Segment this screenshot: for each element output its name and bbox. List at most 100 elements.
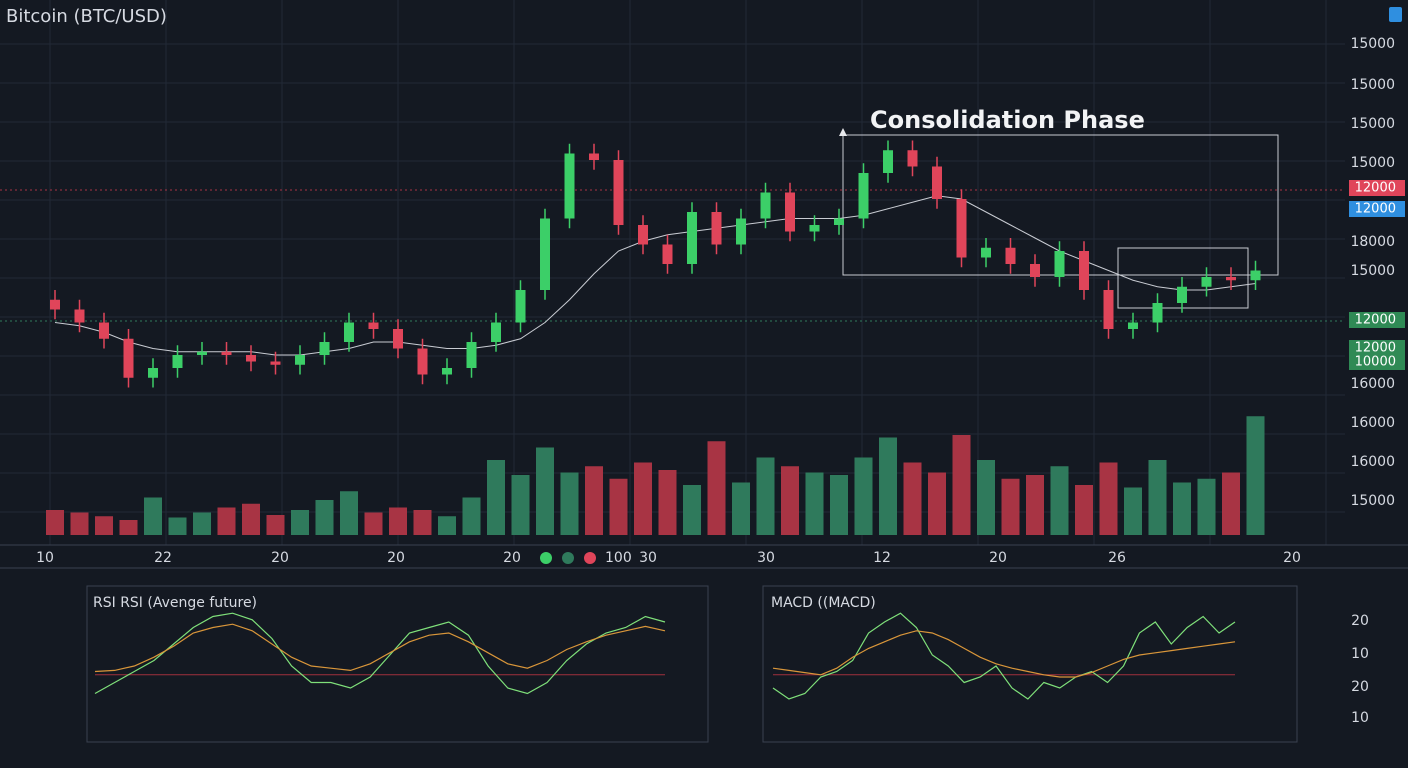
price-badge-label: 12000 bbox=[1355, 181, 1396, 196]
legend-dot bbox=[584, 552, 596, 564]
volume-bar bbox=[977, 460, 995, 535]
candle-body bbox=[1250, 270, 1261, 281]
candle-body bbox=[344, 322, 354, 342]
volume-bar bbox=[511, 475, 530, 535]
macd-panel bbox=[762, 585, 1298, 743]
volume-bar bbox=[707, 441, 726, 535]
candle-body bbox=[1201, 277, 1212, 287]
candle-body bbox=[540, 218, 550, 290]
candle-body bbox=[564, 153, 575, 219]
candle-body bbox=[1177, 286, 1187, 303]
candle-body bbox=[1054, 251, 1065, 277]
candle-body bbox=[491, 322, 501, 342]
moving-average bbox=[54, 195, 1256, 356]
candle-body bbox=[589, 153, 599, 160]
candle-body bbox=[74, 309, 85, 323]
volume-bar bbox=[781, 466, 799, 535]
candle-body bbox=[736, 218, 746, 245]
panel-title: MACD ((MACD) bbox=[771, 595, 876, 611]
volume-bar bbox=[438, 516, 456, 535]
indicator-line bbox=[772, 630, 1236, 678]
candle-body bbox=[50, 299, 60, 310]
volume-bar bbox=[462, 497, 481, 535]
candle-body bbox=[711, 212, 722, 245]
candle-body bbox=[515, 290, 526, 323]
volume-bar bbox=[389, 507, 407, 535]
time-axis-label: 20 bbox=[387, 550, 405, 566]
volume-bar bbox=[1026, 475, 1044, 535]
time-axis-label: 30 bbox=[639, 550, 657, 566]
volume-bar bbox=[1173, 482, 1191, 535]
price-axis-label: 18000 bbox=[1350, 234, 1395, 250]
candle-body bbox=[956, 199, 967, 258]
annotation: Consolidation Phase bbox=[870, 106, 1145, 134]
candle-body bbox=[858, 173, 869, 219]
volume-bar bbox=[217, 507, 236, 535]
volume-bar bbox=[242, 503, 260, 535]
candle-body bbox=[1005, 247, 1016, 264]
candle-body bbox=[246, 355, 256, 362]
price-badge-label: 12000 bbox=[1355, 313, 1396, 328]
volume-bar bbox=[1001, 478, 1020, 535]
volume-bar bbox=[1050, 466, 1069, 535]
price-axis-label: 15000 bbox=[1350, 36, 1395, 52]
price-badge bbox=[1349, 312, 1405, 328]
time-axis-label: 30 bbox=[757, 550, 775, 566]
candle-body bbox=[319, 342, 330, 355]
candle-body bbox=[466, 342, 477, 368]
time-axis-label: 20 bbox=[1283, 550, 1301, 566]
price-badge bbox=[1349, 201, 1405, 217]
volume-bar bbox=[168, 517, 187, 535]
volume-bar bbox=[95, 516, 113, 535]
indicator-axis-label: 20 bbox=[1351, 679, 1369, 695]
volume-bar bbox=[119, 520, 138, 535]
candle-body bbox=[1103, 290, 1114, 329]
candle-body bbox=[197, 351, 207, 355]
price-axis-label: 15000 bbox=[1350, 155, 1395, 171]
candle-body bbox=[1079, 251, 1089, 290]
volume-bar bbox=[1222, 472, 1240, 535]
time-axis-label: 22 bbox=[154, 550, 172, 566]
candle-body bbox=[834, 218, 844, 225]
volume-bar bbox=[1124, 487, 1142, 535]
volume-bar bbox=[340, 491, 358, 535]
indicator-axis-label: 20 bbox=[1351, 613, 1369, 629]
time-axis-label: 20 bbox=[989, 550, 1007, 566]
price-axis-label: 15000 bbox=[1350, 493, 1395, 509]
settings-icon[interactable] bbox=[1389, 7, 1402, 22]
volume-bar bbox=[879, 437, 897, 535]
volume-bar bbox=[903, 462, 922, 535]
volume-bar bbox=[1148, 460, 1167, 535]
candle-body bbox=[393, 329, 403, 349]
volume-bar bbox=[193, 512, 211, 535]
candle-body bbox=[760, 192, 771, 219]
volume-bar bbox=[1099, 462, 1118, 535]
candle-body bbox=[1128, 322, 1138, 329]
indicator-line bbox=[94, 623, 666, 673]
volume-bar bbox=[732, 482, 750, 535]
volume-bar bbox=[46, 510, 64, 535]
time-axis-label: 26 bbox=[1108, 550, 1126, 566]
volume-bar bbox=[266, 515, 285, 535]
volume-bar bbox=[683, 485, 701, 535]
candle-body bbox=[1226, 277, 1236, 281]
range-box bbox=[1117, 247, 1249, 309]
candle-body bbox=[932, 166, 942, 199]
candle-body bbox=[99, 322, 109, 339]
candle-body bbox=[907, 150, 918, 167]
legend-label: 100 bbox=[605, 550, 632, 566]
candle-body bbox=[417, 348, 428, 375]
candle-body bbox=[809, 225, 820, 232]
volume-bar bbox=[291, 510, 309, 535]
candle-body bbox=[368, 322, 379, 329]
price-badge bbox=[1349, 180, 1405, 196]
volume-bar bbox=[560, 472, 579, 535]
indicator-line bbox=[772, 612, 1236, 700]
volume-bar bbox=[1197, 478, 1216, 535]
time-axis-label: 20 bbox=[503, 550, 521, 566]
time-axis-label: 20 bbox=[271, 550, 289, 566]
candle-body bbox=[687, 212, 697, 264]
volume-bar bbox=[609, 478, 628, 535]
volume-bar bbox=[144, 497, 162, 535]
volume-bar bbox=[634, 462, 652, 535]
